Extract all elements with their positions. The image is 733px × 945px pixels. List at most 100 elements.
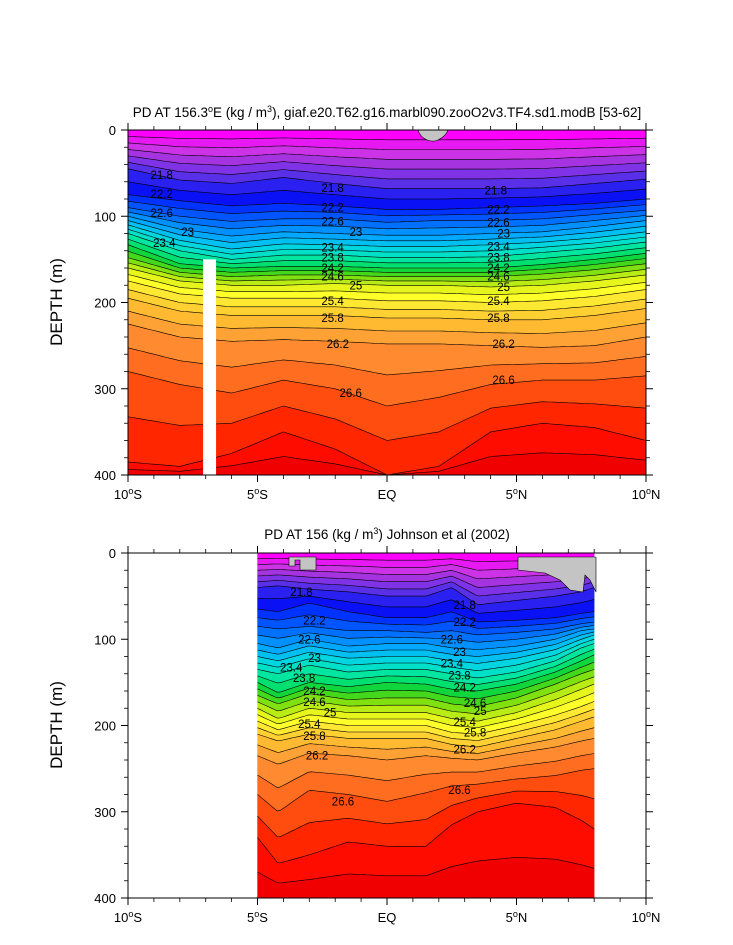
contour-label: 25.8: [321, 313, 343, 325]
y-tick-label: 100: [94, 632, 116, 647]
x-tick-label: 5oN: [506, 486, 528, 502]
contour-label: 23.4: [280, 663, 303, 675]
contour-label: 23.4: [321, 242, 344, 254]
contour-label: 26.6: [340, 388, 362, 400]
contour-label: 24.2: [454, 683, 476, 695]
contour-line: [257, 661, 595, 700]
contour-line: [257, 625, 595, 643]
contour-line: [128, 136, 646, 141]
contour-line: [257, 628, 595, 650]
contour-line: [257, 639, 595, 671]
contour-line: [257, 738, 595, 765]
contour-label: 22.2: [151, 189, 173, 201]
contour-line: [257, 631, 595, 657]
missing-data-patch: [288, 556, 317, 571]
contour-line: [128, 228, 646, 255]
panel-observed-title: PD AT 156 (kg / m3) Johnson et al (2002): [264, 526, 509, 542]
contour-label: 21.8: [151, 170, 173, 182]
contour-label: 22.2: [454, 617, 476, 629]
contour-label: 25.8: [487, 313, 509, 325]
contour-label: 24.2: [487, 263, 509, 275]
contour-label: 22.2: [321, 203, 343, 215]
contour-label: 24.6: [303, 697, 325, 709]
x-tick-label: 10oS: [114, 909, 142, 925]
contour-label: 23.8: [293, 673, 315, 685]
contour-line: [128, 155, 646, 170]
contour-line: [257, 643, 595, 679]
y-tick-label: 200: [94, 719, 116, 734]
contour-line: [128, 162, 646, 180]
contour-line: [257, 585, 595, 605]
contour-line: [128, 149, 646, 160]
contour-label: 23: [453, 647, 466, 659]
panel-model-axes: 10oS 5oS EQ 5oN 10oN 0 100 200 300 400: [94, 123, 660, 502]
panel-model-field: [128, 130, 646, 475]
contour-label: 25.4: [298, 719, 321, 731]
contour-line: [128, 200, 646, 217]
contour-label: 26.6: [448, 785, 470, 797]
contour-line: [257, 676, 595, 715]
panel-model: PD AT 156.3oE (kg / m3), giaf.e20.T62.g1…: [47, 104, 660, 502]
contour-label: 26.2: [327, 339, 349, 351]
contour-label: 23: [350, 227, 363, 239]
contour-line: [128, 216, 646, 237]
contour-label: 24.6: [321, 272, 343, 284]
contour-line: [257, 569, 595, 580]
contour-line: [257, 753, 595, 788]
contour-label: 21.8: [321, 183, 343, 195]
contour-label: 23.4: [487, 241, 510, 253]
contour-label: 21.8: [454, 600, 476, 612]
contour-label: 25: [497, 282, 510, 294]
contour-line: [257, 614, 595, 629]
contour-line: [128, 220, 646, 243]
x-tick-label: 10oS: [114, 486, 142, 502]
missing-data-patch: [517, 556, 597, 593]
contour-line: [257, 634, 595, 664]
y-tick-label: 0: [109, 546, 116, 561]
contour-label: 24.6: [487, 272, 509, 284]
contour-line: [257, 701, 595, 735]
contour-label: 25.4: [454, 717, 477, 729]
panel-observed: PD AT 156 (kg / m3) Johnson et al (2002)…: [47, 526, 660, 925]
contour-label: 23: [181, 227, 194, 239]
contour-line: [128, 142, 646, 150]
contour-label: 26.2: [306, 751, 328, 763]
x-tick-label: 10oN: [632, 909, 661, 925]
y-tick-label: 400: [94, 891, 116, 906]
panel-model-ylabel: DEPTH (m): [47, 258, 66, 346]
y-tick-label: 200: [94, 296, 116, 311]
contour-line: [257, 790, 595, 838]
contour-line: [257, 580, 595, 597]
contour-label: 25.8: [464, 727, 486, 739]
contour-line: [257, 683, 595, 722]
contour-line: [257, 716, 595, 748]
panel-model-masks: [203, 259, 217, 475]
contour-label: 23.4: [441, 658, 464, 670]
contour-line: [257, 857, 595, 884]
contour-line: [128, 207, 646, 223]
panel-observed-contour-lines: [257, 558, 595, 884]
contour-label: 23: [497, 229, 510, 241]
y-tick-label: 100: [94, 209, 116, 224]
contour-label: 23.8: [321, 253, 343, 265]
contour-line: [257, 574, 595, 588]
contour-label: 24.6: [464, 698, 486, 710]
contour-label: 22.6: [441, 634, 463, 646]
contour-line: [257, 708, 595, 741]
contour-label: 22.6: [487, 217, 509, 229]
contour-label: 24.2: [303, 686, 325, 698]
mask-column: [203, 259, 217, 475]
contour-label: 22.6: [321, 216, 343, 228]
panel-observed-ylabel: DEPTH (m): [47, 681, 66, 769]
x-tick-label: 10oN: [632, 486, 661, 502]
contour-line: [257, 727, 595, 754]
contour-line: [128, 181, 646, 200]
y-tick-label: 400: [94, 468, 116, 483]
x-tick-label: 5oN: [506, 909, 528, 925]
contour-line: [257, 595, 595, 614]
contour-line: [257, 669, 595, 707]
contour-label: 22.6: [151, 208, 173, 220]
contour-line: [128, 168, 646, 189]
panel-observed-axes: 10oS 5oS EQ 5oN 10oN 0 100 200 300 400: [94, 546, 660, 925]
